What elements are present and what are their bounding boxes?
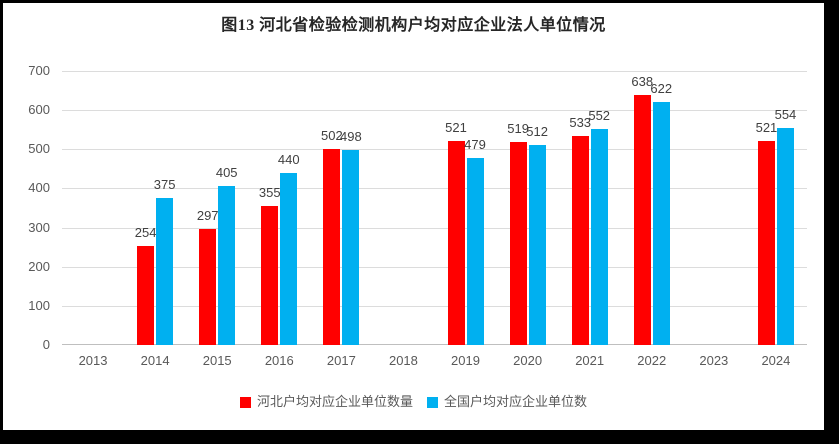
data-label-hebei-2017: 502 <box>321 127 343 143</box>
gridline-200 <box>62 266 807 268</box>
legend-item-national: 全国户均对应企业单位数 <box>427 394 587 410</box>
y-tick-label-200: 200 <box>28 258 50 274</box>
data-label-hebei-2016: 355 <box>258 185 281 201</box>
bar-national-2015 <box>218 186 236 345</box>
x-tick-label-2015: 2015 <box>202 353 232 368</box>
bar-national-2020 <box>528 144 546 345</box>
data-label-hebei-2021: 533 <box>569 115 592 131</box>
x-tick-label-2019: 2019 <box>451 353 480 368</box>
y-tick-label-0: 0 <box>42 337 50 352</box>
gridline-300 <box>62 227 807 229</box>
bar-hebei-2019 <box>447 141 465 345</box>
x-tick-label-2018: 2018 <box>388 353 418 368</box>
x-axis: 2013 2014 2015 2016 2017 2018 2019 2020 2021 2022… <box>62 353 807 369</box>
gridline-100 <box>62 305 807 307</box>
data-label-national-2019: 479 <box>464 136 486 152</box>
bar-national-2019 <box>466 157 484 345</box>
bar-hebei-2021 <box>571 136 589 345</box>
bar-hebei-2016 <box>261 206 279 345</box>
data-label-national-2024: 554 <box>774 107 797 123</box>
data-label-hebei-2019: 521 <box>445 120 467 136</box>
data-label-hebei-2022: 638 <box>631 74 654 90</box>
chart-title: 图13 河北省检验检测机构户均对应企业法人单位情况 <box>221 17 606 34</box>
x-tick-label-2024: 2024 <box>761 353 791 368</box>
x-tick-label-2021: 2021 <box>575 353 605 368</box>
bar-national-2021 <box>590 128 608 345</box>
bar-hebei-2014 <box>137 245 155 345</box>
y-tick-label-500: 500 <box>28 141 50 157</box>
legend-swatch-national <box>427 396 438 408</box>
bar-hebei-2020 <box>509 141 527 345</box>
y-tick-label-400: 400 <box>28 180 50 196</box>
bar-hebei-2017 <box>323 148 341 345</box>
legend-swatch-hebei <box>239 396 251 408</box>
data-label-national-2015: 405 <box>215 165 238 181</box>
data-label-national-2017: 498 <box>340 129 362 145</box>
x-tick-label-2023: 2023 <box>699 353 729 368</box>
x-tick-label-2013: 2013 <box>78 353 108 368</box>
y-tick-label-600: 600 <box>28 102 50 118</box>
gridline-400 <box>62 188 807 190</box>
data-label-hebei-2014: 254 <box>134 224 157 240</box>
data-label-hebei-2020: 519 <box>507 120 529 136</box>
x-tick-label-2022: 2022 <box>637 353 667 368</box>
plot-area: 0 100 200 300 400 500 600 700 254 375 297 405 355 440… <box>28 63 807 352</box>
y-tick-label-100: 100 <box>28 297 50 313</box>
legend-item-hebei: 河北户均对应企业单位数量 <box>239 394 413 410</box>
bar-hebei-2024 <box>757 141 775 345</box>
data-label-national-2020: 512 <box>526 123 548 139</box>
y-tick-label-300: 300 <box>28 219 50 235</box>
data-label-hebei-2015: 297 <box>196 207 219 223</box>
bar-national-2014 <box>156 198 174 345</box>
bar-national-2016 <box>280 172 298 345</box>
x-tick-label-2014: 2014 <box>140 353 170 368</box>
data-label-hebei-2024: 521 <box>755 120 778 136</box>
legend-label-hebei: 河北户均对应企业单位数量 <box>256 394 413 409</box>
legend: 河北户均对应企业单位数量 全国户均对应企业单位数 <box>3 394 824 410</box>
data-label-national-2014: 375 <box>153 177 176 193</box>
bar-national-2024 <box>776 128 794 345</box>
data-label-national-2016: 440 <box>277 151 300 167</box>
y-tick-label-700: 700 <box>28 63 50 78</box>
x-tick-label-2017: 2017 <box>326 353 356 368</box>
bar-hebei-2015 <box>199 228 217 345</box>
x-axis-line <box>62 344 807 345</box>
x-tick-label-2016: 2016 <box>264 353 294 368</box>
gridline-700 <box>62 71 807 72</box>
gridline-500 <box>62 149 807 151</box>
bar-national-2022 <box>652 101 670 345</box>
gridline-600 <box>62 110 807 112</box>
bar-national-2017 <box>342 150 360 345</box>
data-label-national-2022: 622 <box>650 80 673 96</box>
bar-hebei-2022 <box>633 95 651 345</box>
data-label-national-2021: 552 <box>588 107 611 123</box>
x-tick-label-2020: 2020 <box>513 353 543 368</box>
legend-label-national: 全国户均对应企业单位数 <box>444 394 588 409</box>
